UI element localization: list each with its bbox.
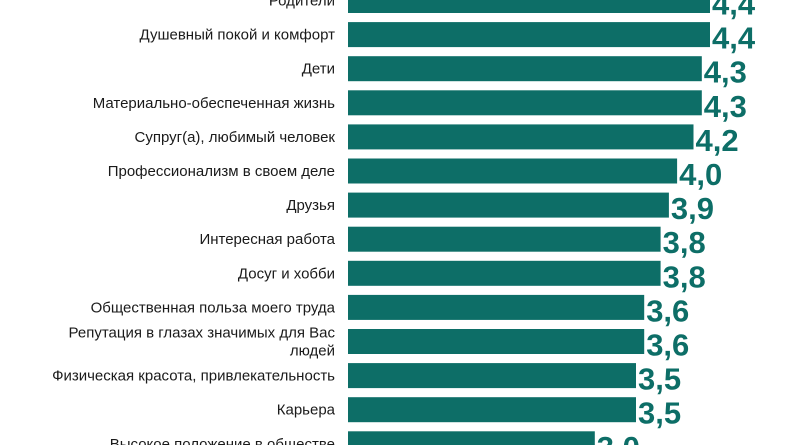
category-label-9: Досуг и хобби xyxy=(238,265,335,282)
category-label-1: Родители xyxy=(269,0,335,10)
bar-6 xyxy=(348,158,678,184)
value-label-6: 4,0 xyxy=(679,157,722,192)
value-label-4: 4,3 xyxy=(704,89,747,124)
value-label-5: 4,2 xyxy=(696,123,739,158)
bar-4 xyxy=(348,90,702,116)
bar-8 xyxy=(348,226,661,252)
value-label-3: 4,3 xyxy=(704,55,747,90)
category-label-7: Друзья xyxy=(286,197,335,214)
bar-1 xyxy=(348,0,710,13)
bar-7 xyxy=(348,192,669,218)
category-label-11-line-2: людей xyxy=(290,343,335,360)
value-label-14: 3,0 xyxy=(597,430,640,445)
bar-9 xyxy=(348,260,661,286)
category-label-11-line-1: Репутация в глазах значимых для Вас xyxy=(69,325,336,342)
category-label-13: Карьера xyxy=(277,402,336,419)
value-label-9: 3,8 xyxy=(663,259,706,294)
category-labels-group: Родители Душевный покой и комфорт Дети Мате… xyxy=(52,0,336,445)
value-label-10: 3,6 xyxy=(646,293,689,328)
value-label-1: 4,4 xyxy=(712,0,756,22)
category-label-4: Материально-обеспеченная жизнь xyxy=(93,95,335,112)
value-labels-group: 4,44,44,34,34,24,03,93,83,83,63,63,53,53… xyxy=(597,0,756,445)
category-label-3: Дети xyxy=(302,61,335,78)
bar-2 xyxy=(348,22,710,48)
category-label-8: Интересная работа xyxy=(199,231,335,248)
value-label-12: 3,5 xyxy=(638,362,681,397)
bar-3 xyxy=(348,56,702,82)
bars-group xyxy=(348,0,710,445)
value-label-2: 4,4 xyxy=(712,21,756,56)
bar-12 xyxy=(348,363,636,389)
bar-13 xyxy=(348,397,636,423)
bar-5 xyxy=(348,124,694,150)
bar-10 xyxy=(348,294,645,320)
value-label-8: 3,8 xyxy=(663,225,706,260)
category-label-10: Общественная польза моего труда xyxy=(91,299,336,316)
category-label-2: Душевный покой и комфорт xyxy=(139,27,335,44)
value-label-7: 3,9 xyxy=(671,191,714,226)
category-label-6: Профессионализм в своем деле xyxy=(108,163,335,180)
category-label-5: Супруг(а), любимый человек xyxy=(134,129,335,146)
category-label-12: Физическая красота, привлекательность xyxy=(52,368,335,385)
value-label-13: 3,5 xyxy=(638,396,681,431)
bar-14 xyxy=(348,431,595,445)
bar-11 xyxy=(348,329,645,354)
value-label-11: 3,6 xyxy=(646,328,689,363)
category-label-14: Высокое положение в обществе xyxy=(110,436,335,445)
